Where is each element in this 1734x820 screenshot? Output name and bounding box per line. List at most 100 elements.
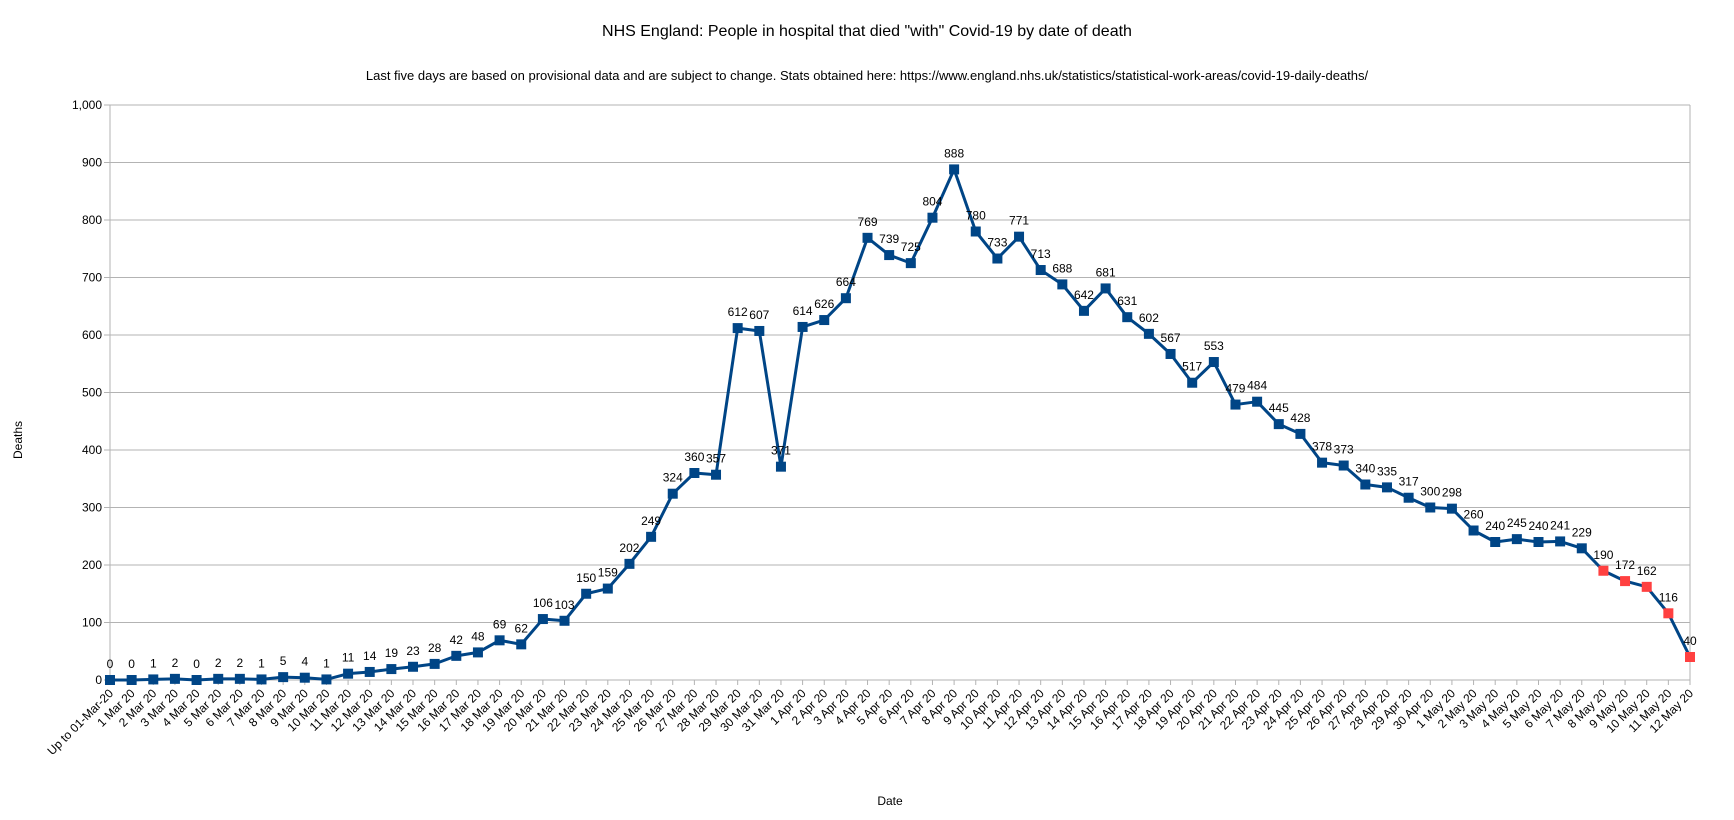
provisional-data-point [1685,652,1695,662]
data-label: 190 [1593,548,1613,562]
data-label: 357 [706,452,726,466]
data-point [1403,492,1414,503]
data-point [559,615,570,626]
data-point [1208,357,1219,368]
data-point [494,635,505,646]
data-label: 479 [1225,382,1245,396]
y-tick-label: 100 [82,616,102,630]
data-label: 378 [1312,440,1332,454]
data-label: 48 [471,629,485,643]
data-point [191,675,202,685]
data-point [992,253,1003,264]
data-label: 324 [663,471,683,485]
data-label: 300 [1420,485,1440,499]
data-label: 298 [1442,486,1462,500]
data-point [840,293,851,304]
data-label: 612 [728,305,748,319]
data-label: 159 [598,566,618,580]
data-point [819,315,830,326]
data-point [1230,399,1241,410]
gridlines [109,104,1691,681]
data-label: 626 [814,297,834,311]
data-label: 642 [1074,288,1094,302]
data-point [213,673,224,684]
data-point [516,639,527,650]
data-label: 804 [922,195,942,209]
data-label: 888 [944,146,964,160]
data-label: 69 [493,617,507,631]
data-label: 106 [533,596,553,610]
data-point [1338,460,1349,471]
data-point [278,672,289,683]
data-label: 1 [258,656,265,670]
chart-subtitle: Last five days are based on provisional … [366,68,1369,83]
y-tick-label: 1,000 [72,98,102,112]
data-label: 607 [749,308,769,322]
data-point [1360,479,1371,490]
data-label: 202 [619,541,639,555]
data-point [1425,502,1436,513]
data-label: 602 [1139,311,1159,325]
data-label: 0 [107,657,114,671]
provisional-data-point [1620,576,1631,587]
data-point [1317,457,1328,468]
data-label: 688 [1052,261,1072,275]
data-point [1381,482,1392,493]
data-label: 713 [1031,247,1051,261]
data-point [1446,503,1457,514]
data-point [754,325,765,336]
data-label: 62 [515,621,529,635]
data-label: 5 [280,654,287,668]
data-point [646,531,657,542]
data-label: 245 [1507,516,1527,530]
data-point [862,232,873,243]
data-label: 1 [150,656,157,670]
data-point [581,588,592,599]
y-tick-label: 900 [82,156,102,170]
data-label: 28 [428,641,442,655]
data-point [1187,377,1198,388]
data-point [364,666,375,677]
y-tick-label: 300 [82,501,102,515]
data-point [1511,534,1522,545]
data-point [775,461,786,472]
data-point [1014,231,1025,242]
data-point [1295,428,1306,439]
data-label: 240 [1528,519,1548,533]
data-label: 631 [1117,294,1137,308]
data-point [970,226,981,237]
data-label: 335 [1377,464,1397,478]
data-point [386,664,397,675]
data-label: 40 [1683,634,1697,648]
data-point [797,321,808,332]
data-label: 771 [1009,214,1029,228]
data-point [1576,543,1587,554]
data-point [1252,396,1263,407]
data-point [1468,525,1479,536]
data-point [689,468,700,478]
y-tick-label: 0 [95,673,102,687]
data-label: 249 [641,514,661,528]
data-label: 172 [1615,558,1635,572]
data-point [451,650,462,661]
data-label: 11 [342,651,355,665]
data-label: 2 [172,656,179,670]
data-label: 445 [1269,401,1289,415]
data-point [1035,265,1046,276]
data-point [148,674,159,685]
data-point [1273,419,1284,430]
data-point [1165,348,1176,359]
data-point [126,675,137,685]
data-point [537,614,548,625]
data-label: 23 [406,644,420,658]
data-point [884,250,895,261]
data-label: 780 [966,209,986,223]
data-point [299,672,310,683]
data-label: 371 [771,444,791,458]
data-point [1122,312,1133,323]
data-label: 725 [901,240,921,254]
y-tick-label: 200 [82,558,102,572]
data-label: 664 [836,275,856,289]
data-label: 739 [879,232,899,246]
